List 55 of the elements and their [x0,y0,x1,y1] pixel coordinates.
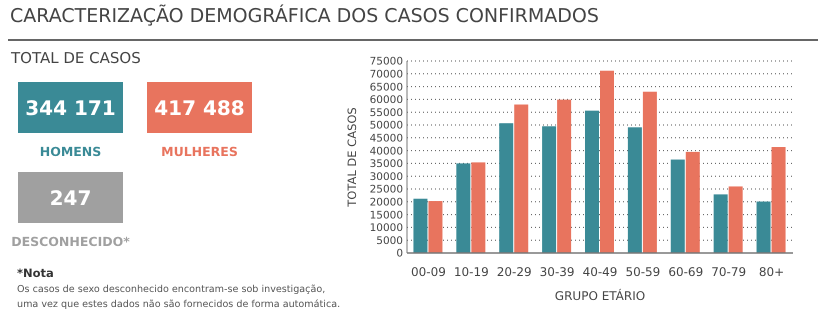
bar [557,100,572,253]
y-tick-label: 40000 [370,145,403,158]
y-tick-label: 20000 [370,196,403,208]
bar [584,110,599,253]
bar [772,147,786,253]
x-tick-label: 20-29 [496,265,532,279]
bar [600,70,614,253]
y-tick-label: 75000 [370,56,403,68]
y-tick-label: 25000 [370,184,403,196]
text: *Nota [17,266,54,280]
bar [456,163,470,253]
text: 247 [50,186,92,210]
bar [471,162,486,253]
text: CARACTERIZAÇÃO DEMOGRÁFICA DOS CASOS CONFIRMADOS [10,5,599,27]
bar [756,202,771,253]
y-tick-label: 15000 [370,209,403,222]
y-tick-label: 50000 [370,120,403,132]
x-tick-label: 50-59 [625,265,660,279]
x-tick-label: 00-09 [411,265,446,279]
y-tick-label: 45000 [370,132,403,144]
category-label: HOMENS [38,144,102,159]
y-tick-label: 65000 [370,81,403,94]
category-label: DESCONHECIDO* [10,234,131,249]
x-tick-label: 70-79 [711,265,746,279]
bar [514,104,528,253]
x-tick-label: 60-69 [668,265,704,279]
y-axis-title: TOTAL DE CASOS [345,107,359,208]
bar [728,186,743,253]
bar [413,198,428,253]
bar [686,152,700,253]
x-axis-title: GRUPO ETÁRIO [554,288,646,303]
bar [714,194,728,253]
x-tick-label: 80+ [758,265,784,279]
y-tick-label: 55000 [370,106,403,119]
y-tick-label: 0 [396,248,403,260]
bar [628,127,642,253]
bar [499,123,514,253]
text: 417 488 [154,96,245,120]
x-tick-label: 40-49 [582,265,618,279]
text: 344 171 [25,96,116,120]
y-tick-label: 35000 [370,158,403,170]
y-tick-label: 10000 [370,222,403,234]
bar [670,160,685,253]
y-tick-label: 60000 [370,94,403,106]
x-tick-label: 10-19 [454,265,489,279]
text: TOTAL DE CASOS [11,49,141,67]
bar [542,126,556,253]
y-tick-label: 30000 [370,170,403,183]
bar [428,201,442,253]
y-tick-label: 5000 [376,234,403,247]
text: Os casos de sexo desconhecido encontram-se sob investigação, uma vez que estes dados não são fornecidos de forma automática. [17,283,342,312]
x-tick-label: 30-39 [540,265,575,279]
y-tick-label: 70000 [370,68,403,80]
bar [642,92,657,253]
category-label: MULHERES [160,144,239,159]
